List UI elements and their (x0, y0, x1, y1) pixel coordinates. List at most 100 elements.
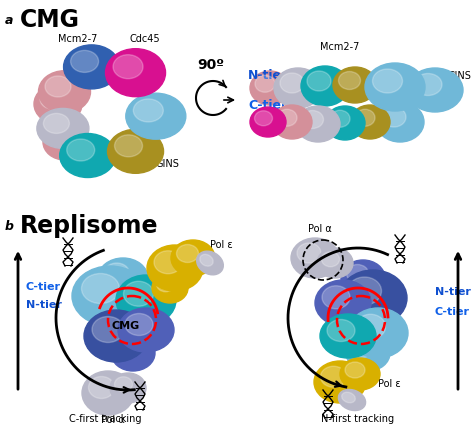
Ellipse shape (320, 366, 346, 387)
Ellipse shape (347, 277, 382, 305)
Ellipse shape (373, 69, 402, 93)
Ellipse shape (115, 377, 133, 392)
Text: a: a (5, 14, 13, 27)
Ellipse shape (70, 54, 94, 74)
Text: C-tier: C-tier (435, 307, 470, 317)
Ellipse shape (346, 265, 368, 282)
Ellipse shape (72, 266, 148, 326)
Ellipse shape (297, 243, 321, 263)
Ellipse shape (115, 135, 143, 157)
Ellipse shape (250, 107, 286, 137)
Ellipse shape (355, 109, 375, 126)
Ellipse shape (296, 106, 340, 142)
Ellipse shape (346, 335, 390, 371)
Text: Pol ε: Pol ε (378, 379, 401, 389)
Ellipse shape (301, 110, 323, 128)
Ellipse shape (64, 45, 119, 89)
Ellipse shape (342, 392, 356, 403)
Ellipse shape (118, 308, 174, 352)
Ellipse shape (92, 316, 124, 342)
Ellipse shape (125, 313, 153, 336)
Ellipse shape (338, 389, 365, 410)
Ellipse shape (113, 55, 143, 79)
Ellipse shape (104, 263, 129, 283)
Ellipse shape (330, 110, 350, 127)
Ellipse shape (60, 134, 116, 178)
Ellipse shape (147, 245, 203, 291)
Ellipse shape (43, 124, 87, 160)
Ellipse shape (64, 48, 112, 89)
Ellipse shape (274, 68, 322, 108)
Ellipse shape (111, 335, 155, 371)
Ellipse shape (48, 128, 71, 146)
Ellipse shape (37, 108, 89, 149)
Ellipse shape (348, 308, 408, 358)
Ellipse shape (307, 71, 331, 91)
Ellipse shape (407, 68, 463, 112)
Ellipse shape (350, 105, 390, 139)
Ellipse shape (117, 339, 138, 357)
Ellipse shape (82, 273, 119, 303)
Ellipse shape (71, 51, 99, 72)
Ellipse shape (414, 74, 442, 95)
Ellipse shape (321, 252, 339, 267)
Text: Pol ε: Pol ε (210, 240, 233, 250)
Ellipse shape (156, 277, 174, 292)
Text: Replisome: Replisome (20, 214, 158, 238)
Ellipse shape (124, 281, 154, 306)
Text: N-tier: N-tier (435, 287, 471, 297)
Ellipse shape (382, 107, 406, 127)
Ellipse shape (110, 373, 146, 403)
Ellipse shape (322, 286, 350, 309)
Ellipse shape (176, 244, 199, 262)
Ellipse shape (345, 362, 365, 378)
Ellipse shape (255, 75, 275, 92)
Ellipse shape (116, 275, 176, 325)
Text: N-tier: N-tier (248, 68, 288, 81)
Text: b: b (5, 220, 14, 233)
Ellipse shape (200, 254, 213, 266)
Text: CMG: CMG (112, 321, 140, 331)
Ellipse shape (341, 260, 385, 296)
Ellipse shape (333, 67, 377, 103)
Ellipse shape (67, 139, 95, 161)
Ellipse shape (320, 314, 376, 358)
Ellipse shape (280, 73, 304, 93)
Ellipse shape (250, 71, 290, 105)
Ellipse shape (301, 66, 349, 106)
Ellipse shape (325, 106, 365, 140)
Ellipse shape (352, 339, 374, 357)
Ellipse shape (272, 105, 312, 139)
Text: Mcm2-7: Mcm2-7 (58, 34, 98, 44)
Ellipse shape (197, 251, 223, 275)
Ellipse shape (106, 49, 165, 97)
Ellipse shape (338, 71, 361, 89)
Ellipse shape (171, 240, 215, 276)
Ellipse shape (45, 76, 71, 97)
Ellipse shape (365, 63, 425, 111)
Text: GINS: GINS (448, 71, 472, 81)
Ellipse shape (84, 310, 148, 362)
Text: CMG: CMG (20, 8, 80, 32)
Ellipse shape (34, 84, 82, 124)
Ellipse shape (152, 273, 188, 303)
Text: C-tier: C-tier (248, 98, 287, 112)
Ellipse shape (277, 109, 297, 126)
Ellipse shape (376, 102, 424, 142)
Text: Pol α: Pol α (101, 415, 125, 425)
Ellipse shape (108, 129, 164, 173)
Text: Cdc45: Cdc45 (130, 34, 161, 44)
Text: Pol α: Pol α (308, 224, 332, 234)
Text: Mcm2-7: Mcm2-7 (320, 42, 360, 52)
Ellipse shape (255, 111, 273, 126)
Ellipse shape (40, 89, 64, 109)
Text: N-first tracking: N-first tracking (321, 414, 394, 424)
Text: N-tier: N-tier (26, 300, 62, 310)
Ellipse shape (98, 258, 148, 298)
Text: 90º: 90º (198, 58, 225, 72)
Ellipse shape (133, 99, 164, 122)
Ellipse shape (339, 270, 407, 326)
Ellipse shape (89, 377, 115, 398)
Ellipse shape (314, 361, 366, 403)
Ellipse shape (38, 71, 91, 113)
